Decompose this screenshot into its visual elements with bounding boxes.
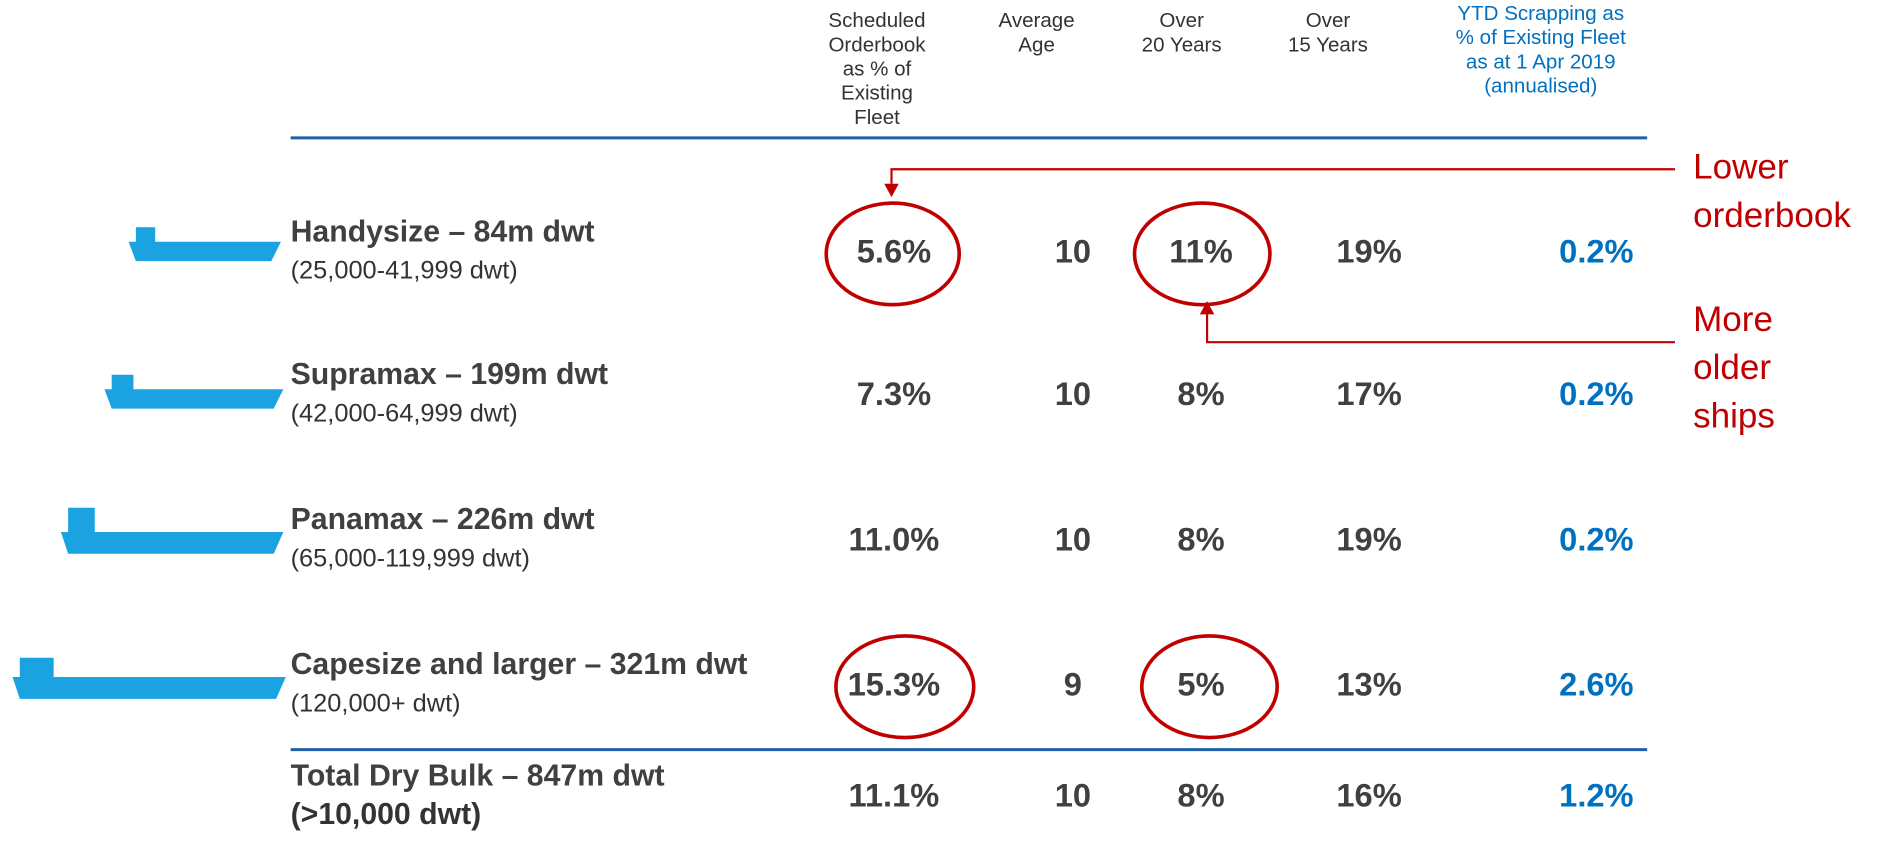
cell: 1.2%	[1559, 777, 1633, 814]
column-header: as at 1 Apr 2019	[1466, 50, 1616, 73]
arrow	[1205, 314, 1675, 344]
annotation: Lower	[1693, 148, 1789, 187]
cell: 8%	[1177, 777, 1224, 814]
row-name: Capesize and larger – 321m dwt	[291, 648, 748, 681]
annotation: ships	[1693, 397, 1775, 436]
row-name: Supramax – 199m dwt	[291, 358, 608, 391]
cell: 10	[1055, 233, 1091, 270]
annotation: orderbook	[1693, 196, 1851, 235]
cell: 10	[1055, 520, 1091, 557]
cell: 15.3%	[848, 665, 941, 702]
row-range: (42,000-64,999 dwt)	[291, 399, 518, 427]
column-header: Existing	[841, 82, 913, 105]
cell: 7.3%	[857, 375, 931, 412]
annotation: older	[1693, 348, 1771, 387]
column-header: YTD Scrapping as	[1457, 2, 1624, 25]
cell: 0.2%	[1559, 233, 1633, 270]
cell: 11.1%	[849, 777, 940, 814]
arrowhead	[884, 183, 899, 198]
row-range: (25,000-41,999 dwt)	[291, 257, 518, 285]
column-header: Fleet	[854, 106, 900, 129]
column-header: 20 Years	[1142, 33, 1222, 56]
column-header: Orderbook	[828, 33, 926, 56]
ship-icons	[12, 227, 286, 699]
cell: 5%	[1177, 665, 1224, 702]
row-name: Total Dry Bulk – 847m dwt	[291, 759, 665, 792]
cell: 0.2%	[1559, 520, 1633, 557]
circle	[1139, 634, 1280, 740]
arrows	[890, 168, 1675, 344]
ship	[60, 507, 284, 554]
cell: 10	[1055, 777, 1091, 814]
cell: 11%	[1169, 233, 1233, 270]
ship	[104, 374, 284, 409]
highlights	[824, 201, 1280, 740]
column-header: Age	[1018, 33, 1055, 56]
arrowhead	[1199, 301, 1215, 315]
cell: 11.0%	[849, 520, 940, 557]
arrow	[890, 168, 1675, 184]
circle	[824, 201, 962, 307]
cell: 19%	[1336, 520, 1401, 557]
cell: 10	[1055, 375, 1091, 412]
ship	[128, 227, 281, 262]
cell: 0.2%	[1559, 375, 1633, 412]
cell: 19%	[1336, 233, 1401, 270]
circle	[1132, 201, 1272, 307]
cell: 17%	[1336, 375, 1401, 412]
column-header: Over	[1159, 9, 1204, 32]
row-name: Handysize – 84m dwt	[291, 215, 595, 248]
cell: 9	[1064, 665, 1082, 702]
column-header: 15 Years	[1288, 33, 1368, 56]
column-header: (annualised)	[1484, 74, 1597, 97]
cell: 8%	[1177, 375, 1224, 412]
cell: 5.6%	[857, 233, 931, 270]
row-name: Panamax – 226m dwt	[291, 503, 595, 536]
cell: 13%	[1336, 665, 1401, 702]
annotation: More	[1693, 300, 1773, 339]
row-range: (65,000-119,999 dwt)	[291, 544, 530, 572]
column-header: Average	[999, 9, 1075, 32]
circle	[834, 634, 976, 740]
row-range: (>10,000 dwt)	[291, 798, 482, 831]
column-header: as % of	[843, 58, 912, 81]
column-header: Over	[1306, 9, 1351, 32]
column-header: % of Existing Fleet	[1456, 26, 1626, 49]
cell: 16%	[1336, 777, 1401, 814]
row-range: (120,000+ dwt)	[291, 690, 461, 718]
cell: 2.6%	[1559, 665, 1633, 702]
ship	[12, 657, 286, 699]
cell: 8%	[1177, 520, 1224, 557]
column-header: Scheduled	[828, 9, 925, 32]
